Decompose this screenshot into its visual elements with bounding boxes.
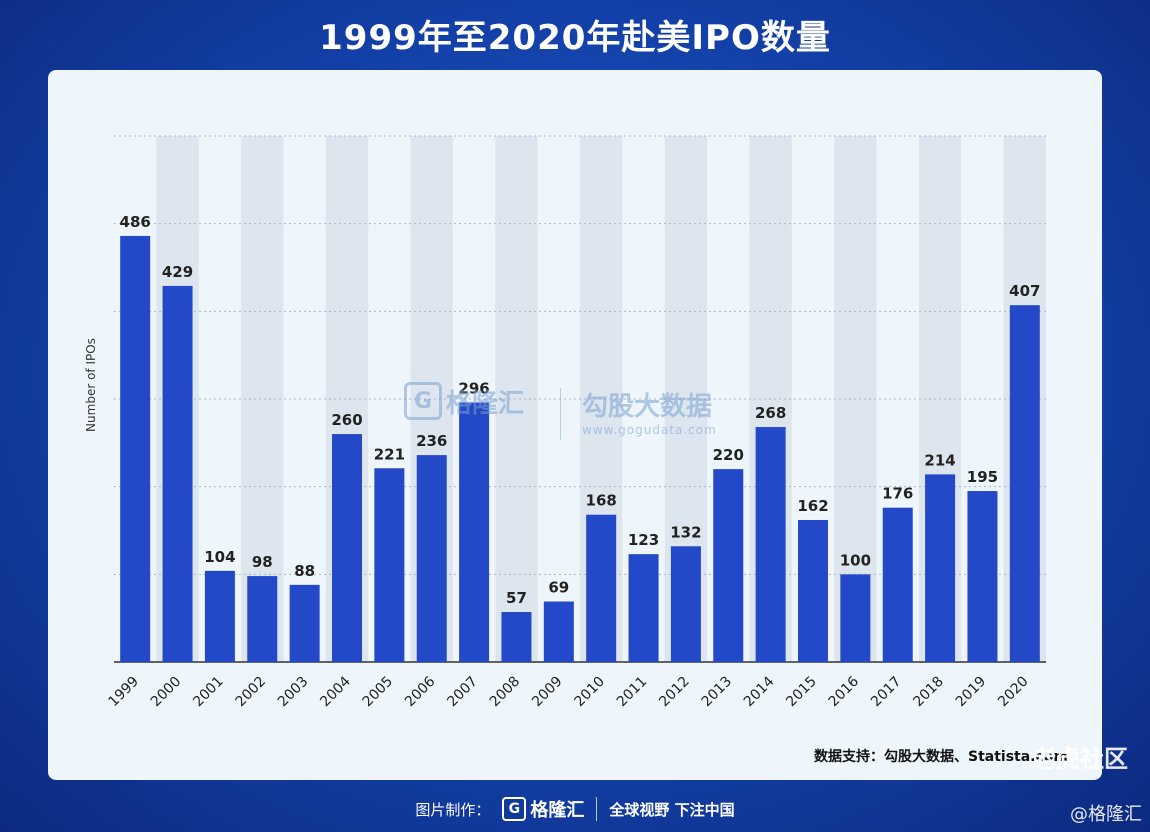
bar-2018 <box>925 474 956 662</box>
footer-made-by: 图片制作： <box>415 800 491 819</box>
data-label-2007: 296 <box>458 380 489 398</box>
data-label-2019: 195 <box>967 468 998 486</box>
bar-2005 <box>374 468 405 662</box>
x-tick-label: 2017 <box>868 674 905 711</box>
bar-2008 <box>501 612 532 662</box>
x-tick-label: 2002 <box>233 674 270 711</box>
x-tick-label: 2018 <box>910 674 947 711</box>
gogudata-watermark: 勾股大数据 www.gogudata.com <box>582 386 717 437</box>
bar-2013 <box>713 469 744 662</box>
x-tick-label: 2011 <box>614 674 651 711</box>
watermark-left-text: 格隆汇 <box>446 388 525 419</box>
data-label-2006: 236 <box>416 432 447 450</box>
x-tick-label: 2010 <box>571 674 608 711</box>
data-label-2018: 214 <box>924 451 955 469</box>
bar-2006 <box>416 455 447 662</box>
bar-2003 <box>289 584 320 662</box>
data-label-2004: 260 <box>331 411 362 429</box>
data-label-2009: 69 <box>548 579 569 597</box>
data-label-2017: 176 <box>882 485 913 503</box>
data-label-2010: 168 <box>586 492 617 510</box>
x-tick-label: 2005 <box>360 674 397 711</box>
data-label-2012: 132 <box>670 523 701 541</box>
data-label-2000: 429 <box>162 263 193 281</box>
gelonghui-watermark: G 格隆汇 <box>404 382 524 420</box>
data-label-2013: 220 <box>713 446 744 464</box>
x-tick-label: 2014 <box>741 673 778 710</box>
bar-2001 <box>204 570 235 662</box>
x-tick-label: 2003 <box>275 674 312 711</box>
footer-divider <box>596 797 598 821</box>
bar-chart: 486 1999 429 2000 104 2001 98 2002 88 2003 260 2004… <box>84 135 1046 711</box>
bar-2019 <box>967 491 998 662</box>
footer-logo: G 格隆汇 <box>502 796 584 822</box>
data-label-2020: 407 <box>1009 282 1040 300</box>
data-label-2003: 88 <box>294 562 315 580</box>
bar-2014 <box>755 427 786 662</box>
y-axis-label: Number of IPOs <box>84 338 98 432</box>
bar-2002 <box>247 576 278 662</box>
bar-2012 <box>670 546 701 662</box>
bar-2010 <box>586 514 617 662</box>
corner-watermark: 老虎社区 <box>1032 745 1128 773</box>
bar-2000 <box>162 285 193 662</box>
bar-2011 <box>628 554 659 662</box>
g-logo-icon: G <box>502 797 527 821</box>
data-label-2016: 100 <box>840 551 871 569</box>
x-tick-label: 2013 <box>699 674 736 711</box>
data-source: 数据支持：勾股大数据、Statista.com <box>813 749 1068 765</box>
x-tick-label: 2019 <box>953 674 990 711</box>
x-tick-label: 2006 <box>402 673 439 710</box>
g-logo-icon: G <box>404 382 442 420</box>
footer-slogan: 全球视野 下注中国 <box>609 800 735 819</box>
bar-2015 <box>798 519 828 662</box>
x-tick-label: 2000 <box>148 674 185 711</box>
data-label-2008: 57 <box>506 589 527 607</box>
x-tick-label: 2008 <box>487 674 524 711</box>
corner-watermark-handle: @格隆汇 <box>1070 804 1142 825</box>
x-tick-label: 2016 <box>826 673 863 710</box>
chart-panel: 486 1999 429 2000 104 2001 98 2002 88 2003 260 2004… <box>48 70 1102 780</box>
bar-2009 <box>543 601 574 662</box>
x-tick-label: 2020 <box>995 674 1032 711</box>
watermark-right-text: 勾股大数据 <box>582 392 713 422</box>
data-label-2002: 98 <box>252 553 273 571</box>
x-tick-label: 2015 <box>783 674 820 711</box>
data-label-2015: 162 <box>797 497 828 515</box>
data-label-2011: 123 <box>628 531 659 549</box>
footer-logo-text: 格隆汇 <box>530 800 585 821</box>
bar-2004 <box>332 434 362 662</box>
data-label-2005: 221 <box>374 445 405 463</box>
bar-2007 <box>459 402 490 662</box>
x-tick-label: 2004 <box>317 673 354 710</box>
bar-2017 <box>882 507 913 662</box>
x-tick-label: 2007 <box>444 674 481 711</box>
data-label-2014: 268 <box>755 404 786 422</box>
watermark-divider <box>560 388 561 440</box>
data-label-2001: 104 <box>204 548 235 566</box>
page-title: 1999年至2020年赴美IPO数量 <box>319 18 831 58</box>
bar-2016 <box>840 574 871 662</box>
footer: 图片制作： G 格隆汇 全球视野 下注中国 <box>0 796 1150 822</box>
column-band <box>241 136 284 662</box>
data-label-1999: 486 <box>120 213 151 231</box>
x-tick-label: 2001 <box>190 674 227 711</box>
bar-1999 <box>120 235 151 662</box>
x-tick-label: 2009 <box>529 674 566 711</box>
x-tick-label: 2012 <box>656 674 693 711</box>
watermark-right-url: www.gogudata.com <box>582 423 717 437</box>
x-tick-label: 1999 <box>105 674 142 711</box>
bar-2020 <box>1009 305 1040 662</box>
